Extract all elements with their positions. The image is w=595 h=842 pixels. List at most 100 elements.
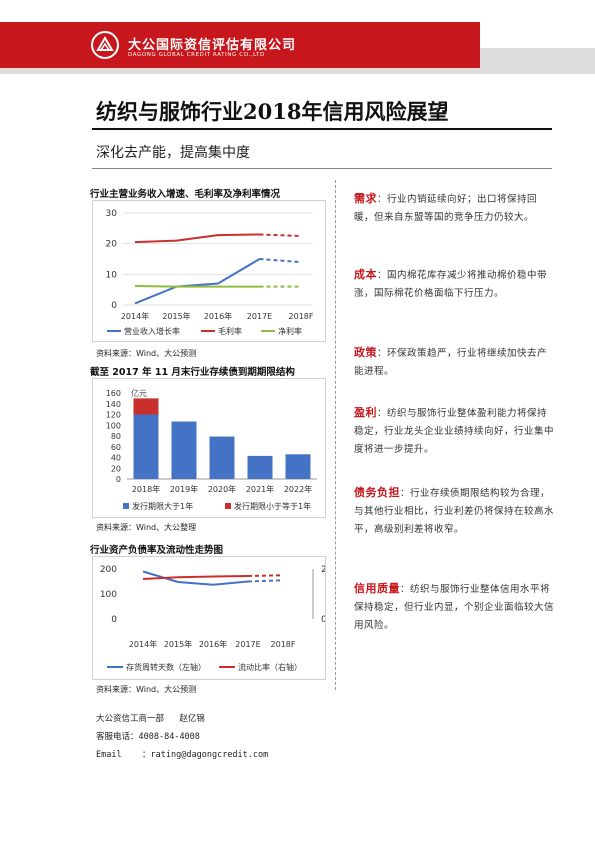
sidebar-item-policy: 政策：环保政策趋严，行业将继续加快去产能进程。 xyxy=(354,344,554,381)
y-tick-label: 60 xyxy=(111,443,121,452)
y-tick-label: 160 xyxy=(106,389,121,398)
chart2-panel: 0 20 40 60 80 100 120 140 160 亿元 2018年 2019年 2020年 20… xyxy=(92,378,326,518)
sidebar-label: 信用质量 xyxy=(354,582,400,595)
sidebar-label: 成本 xyxy=(354,268,377,281)
y-tick-label: 30 xyxy=(106,209,118,219)
y-tick-label-left: 200 xyxy=(100,565,117,575)
x-tick-label: 2019年 xyxy=(170,484,198,494)
x-tick-label: 2016年 xyxy=(204,311,232,321)
x-tick-label: 2018年 xyxy=(132,484,160,494)
y-tick-label: 120 xyxy=(106,411,121,420)
chart3-source: 资料来源：Wind、大公预测 xyxy=(96,685,197,694)
bar xyxy=(285,454,311,479)
y-tick-label: 40 xyxy=(111,454,121,463)
y-tick-label: 10 xyxy=(106,270,118,280)
footer-phone: 客服电话：4008-84-4008 xyxy=(96,732,200,742)
legend-swatch xyxy=(225,503,231,509)
series-line-forecast xyxy=(259,258,302,264)
series-line xyxy=(134,233,260,244)
y-tick-label: 140 xyxy=(106,400,121,409)
org-name-cn: 大公国际资信评估有限公司 xyxy=(128,38,297,53)
series-line xyxy=(134,258,261,305)
unit-label: 亿元 xyxy=(131,388,147,398)
series-line-forecast xyxy=(259,233,302,237)
sidebar-label: 政策 xyxy=(354,346,377,359)
column-divider xyxy=(335,180,336,690)
sidebar-text: ：国内棉花库存减少将推动棉价稳中带涨，国际棉花价格面临下行压力。 xyxy=(354,270,548,299)
legend-label: 净利率 xyxy=(278,326,302,336)
y-tick-label: 0 xyxy=(111,301,117,311)
report-title: 纺织与服饰行业2018年信用风险展望 xyxy=(96,99,449,124)
sidebar-text: ：纺织与服饰行业整体信用水平将保持稳定，但行业内显，个别企业面临较大信用风险。 xyxy=(354,584,555,631)
x-tick-label: 2020年 xyxy=(208,484,236,494)
series-line xyxy=(134,284,260,288)
x-tick-label: 2015年 xyxy=(162,311,190,321)
sidebar-text: ：行业存续债期限结构较为合理，与其他行业相比，行业利差仍将保持在较高水平，高级别… xyxy=(354,488,555,535)
sidebar-label: 需求 xyxy=(354,192,377,205)
legend-label: 流动比率（右轴） xyxy=(238,662,302,672)
chart3-svg: 0 100 200 0 2 2014年 2015年 2016年 2017E 2018F 存货周转天数… xyxy=(100,565,327,672)
chart1-source: 资料来源：Wind、大公预测 xyxy=(96,349,197,358)
x-tick-label: 2014年 xyxy=(129,639,157,649)
chart3-panel: 0 100 200 0 2 2014年 2015年 2016年 2017E 2018F 存货周转天数… xyxy=(92,556,327,680)
sidebar-item-credit: 信用质量：纺织与服饰行业整体信用水平将保持稳定，但行业内显，个别企业面临较大信用… xyxy=(354,580,554,635)
org-name-en: DAGONG GLOBAL CREDIT RATING CO.,LTD xyxy=(128,52,265,58)
y-tick-label-left: 0 xyxy=(111,615,117,625)
chart2-title: 截至 2017 年 11 月末行业存续债到期期限结构 xyxy=(90,367,295,378)
bar xyxy=(133,414,159,479)
report-subtitle: 深化去产能，提高集中度 xyxy=(96,145,250,161)
series-line xyxy=(142,575,249,580)
sidebar-label: 盈利 xyxy=(354,406,377,419)
y-tick-label: 0 xyxy=(116,475,121,484)
sidebar-item-profit: 盈利：纺织与服饰行业整体盈利能力将保持稳定，行业龙头企业业绩持续向好，行业集中度… xyxy=(354,404,554,459)
x-tick-label: 2016年 xyxy=(199,639,227,649)
series-line xyxy=(142,570,249,586)
footer-email: Email ：rating@dagongcredit.com xyxy=(96,750,269,760)
chart1-panel: 0 10 20 30 2014年 2015年 2016年 2017E 2018F 营业收入增长率 毛… xyxy=(92,200,326,342)
sidebar-item-debt: 债务负担：行业存续债期限结构较为合理，与其他行业相比，行业利差仍将保持在较高水平… xyxy=(354,484,554,539)
bar xyxy=(209,436,235,479)
x-tick-label: 2017E xyxy=(235,640,260,649)
y-tick-label: 20 xyxy=(106,240,118,250)
header-band-red xyxy=(0,22,480,68)
sidebar-text: ：环保政策趋严，行业将继续加快去产能进程。 xyxy=(354,348,548,377)
series-line-forecast xyxy=(247,574,284,577)
legend-label: 毛利率 xyxy=(218,326,242,336)
sidebar-item-cost: 成本：国内棉花库存减少将推动棉价稳中带涨，国际棉花价格面临下行压力。 xyxy=(354,266,554,303)
x-tick-label: 2018F xyxy=(289,312,314,321)
y-tick-label: 20 xyxy=(111,464,121,473)
chart3-title: 行业资产负债率及流动性走势图 xyxy=(90,545,224,556)
chart1-svg: 0 10 20 30 2014年 2015年 2016年 2017E 2018F 营业收入增长率 毛… xyxy=(106,209,314,336)
footer-dept: 大公资信工商一部 赵亿锦 xyxy=(96,714,205,724)
y-tick-label: 80 xyxy=(111,432,121,441)
sidebar-text: ：纺织与服饰行业整体盈利能力将保持稳定，行业龙头企业业绩持续向好，行业集中度将进… xyxy=(354,408,555,455)
subtitle-rule xyxy=(92,168,552,169)
x-tick-label: 2018F xyxy=(271,640,296,649)
x-tick-label: 2017E xyxy=(247,312,272,321)
y-tick-label-left: 100 xyxy=(100,590,117,600)
bar xyxy=(133,398,159,415)
legend-label: 存货周转天数（左轴） xyxy=(126,662,206,672)
legend-label: 发行期限小于等于1年 xyxy=(234,501,311,511)
bar xyxy=(171,421,197,479)
y-tick-label-right: 2 xyxy=(321,565,325,575)
series-line-forecast xyxy=(247,579,284,583)
y-tick-label: 100 xyxy=(106,421,121,430)
x-tick-label: 2014年 xyxy=(121,311,149,321)
legend-swatch xyxy=(123,503,129,509)
sidebar-item-demand: 需求：行业内销延续向好；出口将保持回暖，但来自东盟等国的竞争压力仍较大。 xyxy=(354,190,554,227)
x-tick-label: 2022年 xyxy=(284,484,312,494)
title-rule xyxy=(92,128,552,130)
bar xyxy=(247,455,273,479)
legend-label: 营业收入增长率 xyxy=(124,326,180,336)
x-tick-label: 2015年 xyxy=(164,639,192,649)
chart2-source: 资料来源：Wind、大公整理 xyxy=(96,523,197,532)
legend-label: 发行期限大于1年 xyxy=(132,501,193,511)
x-tick-label: 2021年 xyxy=(246,484,274,494)
sidebar-label: 债务负担 xyxy=(354,486,400,499)
chart1-title: 行业主营业务收入增速、毛利率及净利率情况 xyxy=(90,189,281,200)
sidebar-text: ：行业内销延续向好；出口将保持回暖，但来自东盟等国的竞争压力仍较大。 xyxy=(354,194,538,223)
dagong-logo-icon xyxy=(91,31,119,59)
y-tick-label-right: 0 xyxy=(321,615,325,625)
